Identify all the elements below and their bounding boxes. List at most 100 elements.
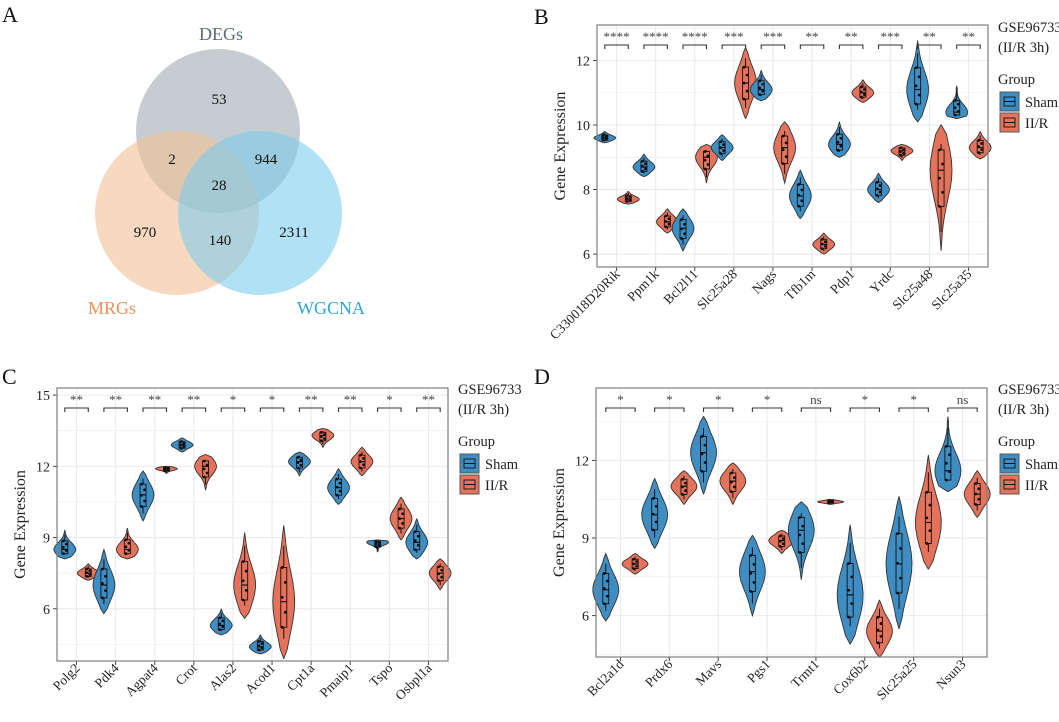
x-tick-label: Slc25a48 (889, 266, 935, 312)
significance-bracket (682, 44, 708, 49)
x-tick-label: Slc25a28 (694, 266, 740, 312)
x-tick-label: Polg2 (50, 661, 83, 694)
significance-label: * (666, 392, 673, 407)
ir-tspo-point (401, 512, 404, 516)
panel-letter-b: B (534, 4, 549, 29)
significance-bracket (898, 407, 929, 412)
sham-alas2-point (221, 619, 225, 623)
sham-pdp1-point (836, 148, 840, 152)
venn-label-mrgs: MRGs (88, 298, 136, 318)
ir-prdx6-point (681, 485, 684, 489)
significance-label: * (910, 392, 917, 407)
ir-prdx6-point (684, 481, 687, 485)
plot-frame (56, 387, 449, 662)
significance-bracket (643, 44, 668, 49)
sham-bcl2l11-box (679, 219, 687, 239)
ir-pdk4-point (124, 552, 128, 556)
sham-cox6b2-point (850, 575, 854, 579)
ir-acod1-point (283, 581, 287, 584)
sham-pmaip1-point (335, 485, 339, 489)
sham-c330018d20rik-point (604, 134, 608, 138)
sham-nsun3-point (945, 478, 948, 482)
ir-pdk4-point (127, 548, 131, 552)
ir-prdx6-point (681, 477, 684, 481)
sham-bcl2l11-point (683, 222, 686, 226)
ir-ppm1k-point (664, 214, 668, 218)
sham-alas2-point (218, 616, 222, 620)
significance-label: * (386, 392, 393, 407)
ir-acod1-point (280, 595, 284, 599)
ir-mavs-box (729, 472, 737, 493)
ir-yrdc-point (899, 153, 902, 157)
ir-nsun3-point (974, 482, 978, 485)
sham-slc25a35-box (953, 100, 961, 116)
ir-acod1-point (283, 610, 287, 614)
ir-pdk4-point (124, 545, 128, 549)
ir-tspo-point (398, 517, 401, 520)
sham-alas2-point (218, 622, 222, 626)
sham-c330018d20rik-point (601, 136, 605, 139)
sham-bcl2a1d-box (602, 573, 610, 605)
significance-label: ** (109, 392, 122, 407)
ir-mavs-point (729, 480, 733, 484)
sham-mavs-point (700, 452, 704, 456)
sham-tspo-point (377, 541, 381, 544)
sham-yrdc-point (875, 193, 879, 197)
x-tick-label: Crot (172, 660, 200, 688)
significance-label: * (269, 392, 276, 407)
sham-pdp1-box (835, 133, 843, 151)
ir-slc25a28-point (742, 81, 746, 85)
ir-trmt1-point (827, 501, 831, 505)
sham-polg2-point (61, 539, 65, 543)
sham-mavs-box (700, 435, 707, 472)
ir-c330018d20rik-point (628, 198, 632, 202)
ir-nags-point (784, 155, 788, 159)
ir-slc25a28-point (742, 65, 746, 69)
ir-c330018d20rik-box (624, 195, 632, 202)
legend-key-ir: II/R (999, 112, 1049, 133)
significance-label: ** (845, 29, 858, 44)
sham-yrdc-point (878, 190, 882, 194)
significance-label: **** (682, 29, 708, 44)
sham-crot-point (179, 443, 183, 447)
violin-panel-b: B 681012****C330018D20Rik****Ppm1k****Bc… (534, 4, 1059, 342)
sham-osbpl1a-point (413, 548, 417, 552)
significance-label: * (862, 392, 869, 407)
ir-slc25a28-point (745, 89, 749, 93)
ir-crot-point (205, 471, 209, 475)
ir-tfb1m-point (820, 242, 824, 246)
significance-label: *** (763, 29, 783, 44)
sham-prdx6-point (654, 520, 658, 524)
ir-cpt1a-box (319, 431, 327, 442)
sham-slc25a28-point (722, 149, 726, 152)
sham-yrdc-point (878, 184, 882, 187)
sham-slc25a35-point (953, 99, 957, 102)
sham-crot-point (182, 445, 186, 448)
sham-slc25a48-point (914, 66, 918, 70)
ir-pdp1-point (859, 95, 863, 99)
y-tick-label: 6 (582, 610, 589, 625)
legend-key-ir: II/R (459, 474, 509, 495)
y-tick-label: 10 (576, 119, 590, 134)
sham-acod1-point (260, 642, 264, 645)
significance-bracket (800, 407, 832, 412)
sham-slc25a28-point (719, 140, 723, 144)
sham-pdp1-point (839, 144, 843, 148)
ir-ppm1k-point (664, 220, 668, 223)
venn-panel: A DEGs MRGs WGCNA 53 2 944 28 970 140 23… (2, 2, 365, 318)
ir-tspo-point (398, 526, 401, 530)
sham-polg2-point (61, 552, 65, 556)
x-tick-label: Nsun3 (933, 656, 969, 692)
sham-cpt1a-point (296, 466, 300, 470)
significance-bracket (654, 407, 685, 412)
sham-osbpl1a-box (413, 531, 421, 551)
sham-polg2-box (61, 540, 69, 555)
ir-pgs1-point (781, 537, 785, 540)
ir-agpat4-point (166, 468, 170, 472)
ir-pdk4-point (127, 541, 131, 545)
sham-pdk4-point (101, 567, 104, 571)
plot-area (57, 388, 448, 661)
ir-bcl2l11-point (706, 154, 710, 158)
sham-prdx6-point (651, 512, 655, 516)
